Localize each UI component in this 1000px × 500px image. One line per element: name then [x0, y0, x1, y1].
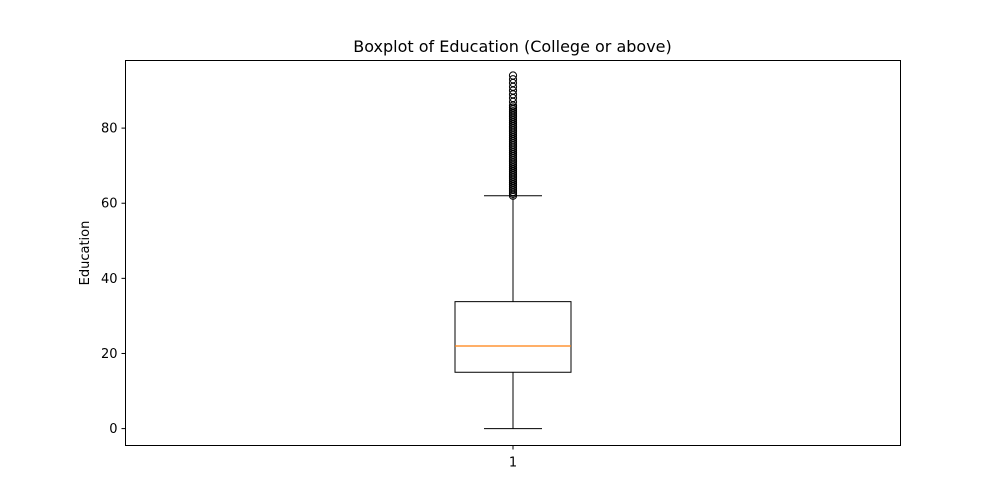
- box-iqr: [454, 301, 572, 373]
- y-tick-label: 0: [109, 422, 117, 437]
- y-tick-label: 40: [101, 272, 118, 287]
- y-tick-label: 20: [101, 347, 118, 362]
- outlier-point: [508, 75, 518, 84]
- y-axis-label: Education: [78, 221, 93, 286]
- y-tick-label: 80: [101, 122, 118, 137]
- plot-frame: [125, 60, 901, 446]
- y-tick-label: 60: [101, 197, 118, 212]
- chart-title: Boxplot of Education (College or above): [353, 37, 672, 56]
- plot-area: 0 20 40 60 80 1: [101, 71, 572, 471]
- outlier-point: [508, 71, 518, 80]
- x-tick-label: 1: [509, 456, 517, 471]
